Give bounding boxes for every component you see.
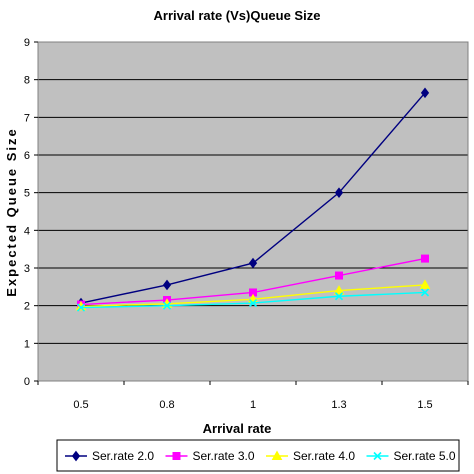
data-point <box>248 298 258 308</box>
x-tick-label: 1 <box>250 399 256 411</box>
marker-stroke <box>248 298 258 308</box>
data-point <box>162 279 172 291</box>
data-point <box>335 271 343 280</box>
marker-stroke <box>76 303 86 312</box>
legend-item-ser-rate-4-0: Ser.rate 4.0 <box>266 449 355 463</box>
data-point <box>334 187 344 198</box>
y-tick-label: 1 <box>24 338 30 350</box>
y-tick-label: 9 <box>24 37 30 49</box>
data-point <box>420 87 430 99</box>
legend-label: Ser.rate 5.0 <box>394 449 456 463</box>
legend-label: Ser.rate 4.0 <box>293 449 355 463</box>
data-point <box>162 301 172 310</box>
marker-stroke <box>373 451 382 461</box>
x-tick-label: 0.8 <box>159 399 174 411</box>
y-tick-label: 4 <box>24 225 30 237</box>
series-ser-rate-5-0 <box>76 288 430 312</box>
data-point <box>76 303 86 312</box>
data-point <box>334 292 344 301</box>
y-axis-label: Expected Queue Size <box>4 127 19 297</box>
y-tick-label: 3 <box>24 263 30 275</box>
x-tick-labels: 0.5 0.8 1 1.3 1.5 <box>37 381 469 411</box>
y-tick-label: 2 <box>24 301 30 313</box>
legend-box <box>56 439 460 472</box>
y-tick-labels: 0 1 2 3 4 5 6 7 8 9 <box>24 37 38 388</box>
y-tick-label: 8 <box>24 75 30 87</box>
data-point <box>333 285 345 295</box>
data-point <box>419 279 431 289</box>
legend-marker <box>71 450 81 462</box>
y-tick-label: 0 <box>24 376 30 388</box>
y-tick-label: 7 <box>24 112 30 124</box>
chart-title: Arrival rate (Vs)Queue Size <box>154 8 321 23</box>
marker-stroke <box>420 288 430 297</box>
legend-label: Ser.rate 2.0 <box>92 449 154 463</box>
legend-item-ser-rate-2-0: Ser.rate 2.0 <box>65 449 154 463</box>
plot-area <box>38 42 468 381</box>
axes <box>37 41 469 382</box>
x-tick-label: 1.5 <box>417 399 432 411</box>
legend-marker <box>373 451 382 461</box>
legend: Ser.rate 2.0 Ser.rate 3.0 Ser.rate 4.0 Ser.… <box>56 439 460 472</box>
marker-stroke <box>162 301 172 310</box>
data-point <box>248 257 258 269</box>
data-point <box>420 288 430 297</box>
y-tick-label: 6 <box>24 150 30 162</box>
legend-item-ser-rate-3-0: Ser.rate 3.0 <box>165 449 255 463</box>
data-point <box>421 254 429 263</box>
x-tick-label: 1.3 <box>331 399 346 411</box>
legend-item-ser-rate-5-0: Ser.rate 5.0 <box>366 449 456 463</box>
series-layer <box>75 87 431 312</box>
x-axis-label: Arrival rate <box>203 421 272 436</box>
marker-stroke <box>334 292 344 301</box>
legend-marker <box>271 450 283 460</box>
plot-border <box>37 41 469 382</box>
legend-label: Ser.rate 3.0 <box>193 449 255 463</box>
y-tick-label: 5 <box>24 188 30 200</box>
legend-marker <box>172 452 181 460</box>
x-tick-label: 0.5 <box>73 399 88 411</box>
